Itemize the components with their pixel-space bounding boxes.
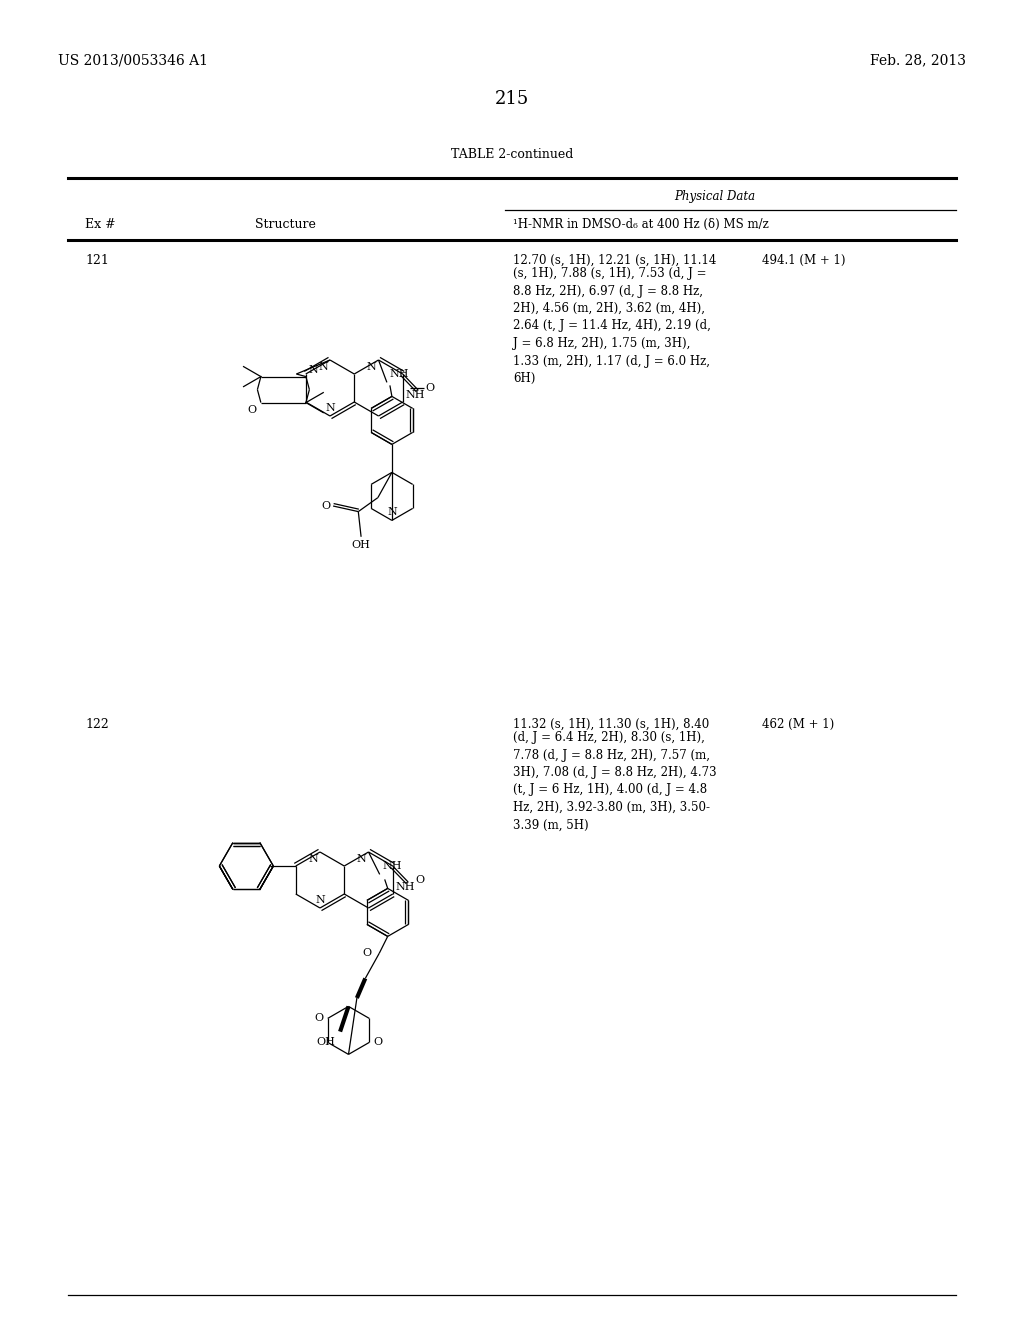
Text: US 2013/0053346 A1: US 2013/0053346 A1 [58,53,208,67]
Text: N: N [356,854,367,865]
Text: (d, J = 6.4 Hz, 2H), 8.30 (s, 1H),
7.78 (d, J = 8.8 Hz, 2H), 7.57 (m,
3H), 7.08 : (d, J = 6.4 Hz, 2H), 8.30 (s, 1H), 7.78 … [513,731,717,832]
Text: 215: 215 [495,90,529,108]
Text: N: N [308,854,318,865]
Text: N: N [315,895,325,906]
Text: N: N [387,507,396,517]
Text: 494.1 (M + 1): 494.1 (M + 1) [762,253,846,267]
Text: 121: 121 [85,253,109,267]
Text: O: O [321,502,330,511]
Text: 462 (M + 1): 462 (M + 1) [762,718,835,731]
Text: Feb. 28, 2013: Feb. 28, 2013 [870,53,966,67]
Text: N: N [318,362,328,372]
Text: NH: NH [395,882,416,892]
Text: OH: OH [351,540,371,550]
Text: O: O [314,1014,324,1023]
Text: Ex #: Ex # [85,218,116,231]
Text: 11.32 (s, 1H), 11.30 (s, 1H), 8.40: 11.32 (s, 1H), 11.30 (s, 1H), 8.40 [513,718,710,731]
Text: TABLE 2-continued: TABLE 2-continued [451,148,573,161]
Text: N: N [367,362,377,372]
Text: N: N [309,364,318,375]
Text: NH: NH [390,370,410,379]
Text: N: N [326,403,335,413]
Text: O: O [374,1038,382,1047]
Text: O: O [248,405,257,414]
Text: Physical Data: Physical Data [675,190,756,203]
Text: Structure: Structure [255,218,315,231]
Text: OH: OH [316,1036,335,1047]
Text: 12.70 (s, 1H), 12.21 (s, 1H), 11.14: 12.70 (s, 1H), 12.21 (s, 1H), 11.14 [513,253,717,267]
Text: O: O [362,948,372,958]
Text: O: O [426,383,435,393]
Text: ¹H-NMR in DMSO-d₆ at 400 Hz (δ) MS m/z: ¹H-NMR in DMSO-d₆ at 400 Hz (δ) MS m/z [513,218,769,231]
Text: 122: 122 [85,718,109,731]
Text: (s, 1H), 7.88 (s, 1H), 7.53 (d, J =
8.8 Hz, 2H), 6.97 (d, J = 8.8 Hz,
2H), 4.56 : (s, 1H), 7.88 (s, 1H), 7.53 (d, J = 8.8 … [513,267,711,385]
Text: O: O [416,875,425,884]
Text: NH: NH [406,389,425,400]
Text: NH: NH [383,862,402,871]
